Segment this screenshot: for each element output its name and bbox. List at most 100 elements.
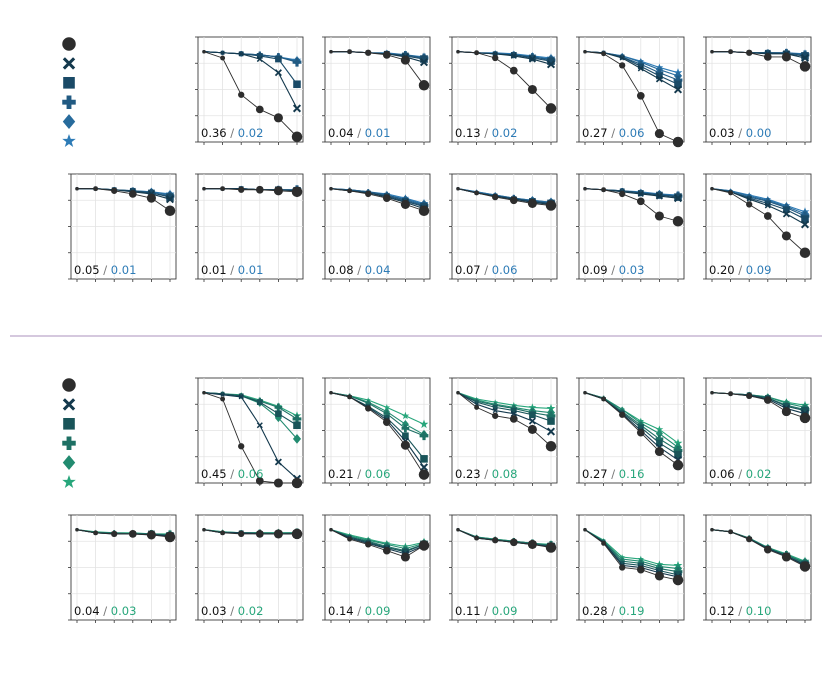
score-separator: / [354, 604, 365, 618]
data-point [801, 215, 809, 223]
data-point [474, 400, 479, 405]
score-augmented: 0.00 [746, 126, 772, 140]
legend-marker-x [62, 398, 76, 411]
score-augmented: 0.06 [238, 467, 264, 481]
score-baseline: 0.36 [201, 126, 227, 140]
data-point [746, 195, 752, 201]
score-separator: / [735, 604, 746, 618]
data-point [799, 247, 811, 258]
score-baseline: 0.08 [328, 263, 354, 277]
score-baseline: 0.14 [328, 604, 354, 618]
data-point [93, 530, 99, 536]
data-point [293, 421, 301, 430]
score-baseline: 0.06 [709, 467, 735, 481]
data-point [492, 412, 499, 419]
score-augmented: 0.19 [619, 604, 645, 618]
section-1-plot-2-series-line-5 [457, 392, 552, 409]
score-augmented: 0.06 [619, 126, 645, 140]
data-point [545, 103, 557, 114]
score-baseline: 0.11 [455, 604, 481, 618]
score-baseline: 0.23 [455, 467, 481, 481]
data-point [509, 66, 518, 75]
data-point [238, 91, 245, 98]
data-point [764, 200, 771, 207]
score-augmented: 0.02 [492, 126, 518, 140]
data-point [256, 399, 263, 405]
score-baseline: 0.01 [201, 263, 227, 277]
data-point [654, 211, 664, 221]
legend-marker-plus [62, 436, 76, 450]
data-point [728, 49, 734, 55]
score-annotation: 0.01 / 0.01 [201, 263, 263, 277]
score-separator: / [481, 263, 492, 277]
score-annotation: 0.27 / 0.06 [582, 126, 644, 140]
score-annotation: 0.11 / 0.09 [455, 604, 517, 618]
score-baseline: 0.21 [328, 467, 354, 481]
legend-marker-circle [62, 378, 76, 392]
legend-marker-x [62, 57, 76, 70]
data-point [220, 396, 226, 402]
data-point [636, 428, 645, 437]
data-point [783, 403, 790, 410]
data-point [418, 469, 430, 480]
score-baseline: 0.27 [582, 467, 608, 481]
score-augmented: 0.08 [492, 467, 518, 481]
score-annotation: 0.09 / 0.03 [582, 263, 644, 277]
data-point [329, 186, 333, 191]
score-annotation: 0.07 / 0.06 [455, 263, 517, 277]
data-point [382, 194, 391, 202]
data-point [220, 391, 225, 396]
data-point [238, 530, 245, 538]
data-point [365, 190, 372, 198]
data-point [510, 407, 517, 414]
data-point [583, 186, 587, 191]
score-separator: / [354, 467, 365, 481]
data-point [492, 537, 499, 544]
data-point [255, 530, 264, 538]
score-baseline: 0.05 [74, 263, 100, 277]
data-point [418, 540, 430, 551]
data-point [400, 55, 410, 65]
section-0-plot-10-series-line-1 [711, 188, 806, 225]
score-separator: / [354, 263, 365, 277]
score-baseline: 0.12 [709, 604, 735, 618]
score-augmented: 0.01 [111, 263, 137, 277]
score-augmented: 0.03 [111, 604, 137, 618]
score-annotation: 0.27 / 0.16 [582, 467, 644, 481]
data-point [763, 545, 772, 554]
score-baseline: 0.03 [709, 126, 735, 140]
score-annotation: 0.03 / 0.02 [201, 604, 263, 618]
score-separator: / [100, 263, 111, 277]
data-point [781, 552, 791, 562]
score-baseline: 0.27 [582, 126, 608, 140]
score-separator: / [735, 467, 746, 481]
score-annotation: 0.45 / 0.06 [201, 467, 263, 481]
data-point [474, 404, 480, 410]
data-point [509, 196, 518, 205]
data-point [365, 49, 372, 56]
data-point [93, 186, 99, 192]
data-point [583, 527, 587, 532]
data-point [527, 424, 537, 435]
data-point [710, 390, 714, 395]
score-augmented: 0.02 [746, 467, 772, 481]
chart-root: 0.36 / 0.02 0.04 / 0.01 0.13 / 0.02 0.27 / … [62, 36, 812, 623]
score-augmented: 0.01 [365, 126, 391, 140]
score-annotation: 0.20 / 0.09 [709, 263, 771, 277]
data-point [347, 394, 353, 400]
data-point [547, 57, 555, 65]
data-point [418, 205, 430, 216]
data-point [637, 63, 644, 70]
data-point [710, 527, 714, 532]
data-point [400, 199, 410, 209]
data-point [146, 530, 156, 540]
data-point [801, 52, 809, 60]
score-annotation: 0.21 / 0.06 [328, 467, 390, 481]
data-point [674, 450, 682, 459]
data-point [291, 131, 303, 142]
data-point [382, 51, 391, 59]
data-point [601, 396, 607, 402]
data-point [128, 190, 137, 198]
data-point [746, 201, 753, 208]
